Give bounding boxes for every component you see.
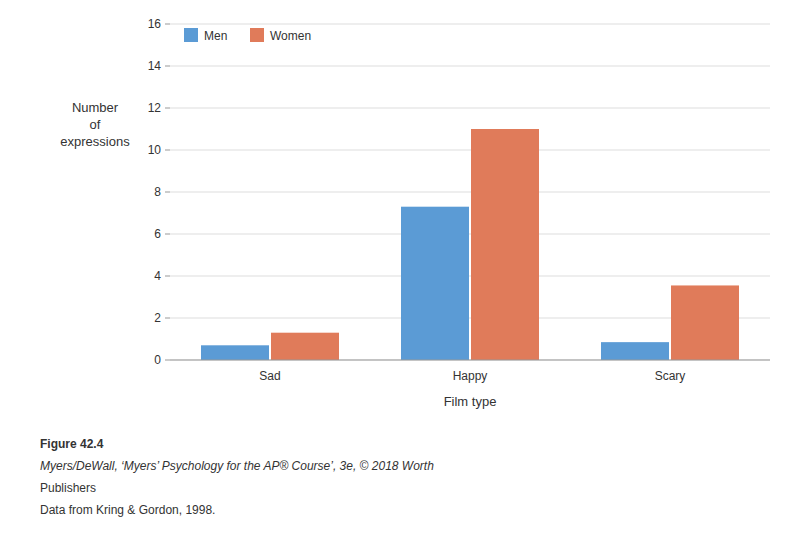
y-tick-label: 0	[154, 353, 161, 367]
legend-swatch	[250, 28, 264, 42]
y-axis-label-line: expressions	[60, 134, 130, 149]
bar	[471, 129, 539, 360]
y-tick	[165, 66, 170, 67]
y-tick	[165, 150, 170, 151]
y-tick	[165, 192, 170, 193]
legend: Men Women	[184, 28, 311, 43]
bar	[401, 207, 469, 360]
legend-swatch	[184, 28, 198, 42]
y-tick-label: 12	[148, 101, 162, 115]
legend-label: Women	[270, 29, 311, 43]
x-tick-label: Sad	[259, 369, 280, 383]
caption-line: Myers/DeWall, ‘Myers’ Psychology for the…	[40, 459, 434, 473]
grid-line	[170, 360, 770, 361]
legend-label: Men	[204, 29, 227, 43]
y-tick	[165, 24, 170, 25]
x-axis-line	[170, 360, 770, 361]
y-tick	[165, 234, 170, 235]
y-tick	[165, 108, 170, 109]
grid-line	[170, 276, 770, 277]
y-axis-label: Number of expressions	[60, 100, 130, 149]
y-tick-label: 4	[154, 269, 161, 283]
x-tick-label: Scary	[655, 369, 686, 383]
grid-line	[170, 24, 770, 25]
caption-line: Publishers	[40, 481, 96, 495]
y-tick-label: 8	[154, 185, 161, 199]
y-axis-label-line: Number	[72, 100, 119, 115]
bar	[201, 345, 269, 360]
grid-line	[170, 192, 770, 193]
y-tick-label: 6	[154, 227, 161, 241]
y-tick	[165, 360, 170, 361]
caption: Figure 42.4 Myers/DeWall, ‘Myers’ Psychol…	[40, 437, 434, 517]
bar	[601, 342, 669, 360]
bar	[671, 285, 739, 360]
caption-line: Figure 42.4	[40, 437, 104, 451]
bar	[271, 333, 339, 360]
grid-line	[170, 66, 770, 67]
grid-line	[170, 150, 770, 151]
y-axis: 0 2 4 6 8 10 12 14 16	[148, 17, 170, 367]
y-tick-label: 10	[148, 143, 162, 157]
caption-line: Data from Kring & Gordon, 1998.	[40, 503, 215, 517]
x-tick-label: Happy	[453, 369, 488, 383]
y-tick	[165, 276, 170, 277]
grid	[170, 24, 770, 360]
x-axis-label: Film type	[444, 394, 497, 409]
grid-line	[170, 234, 770, 235]
bars	[201, 129, 739, 360]
y-tick-label: 2	[154, 311, 161, 325]
y-tick	[165, 318, 170, 319]
chart: 0 2 4 6 8 10 12 14 16 Number of expressions Sad Happy…	[0, 0, 800, 534]
grid-line	[170, 108, 770, 109]
y-tick-label: 16	[148, 17, 162, 31]
y-tick-label: 14	[148, 59, 162, 73]
x-axis: Sad Happy Scary	[170, 360, 770, 383]
y-axis-label-line: of	[90, 117, 101, 132]
